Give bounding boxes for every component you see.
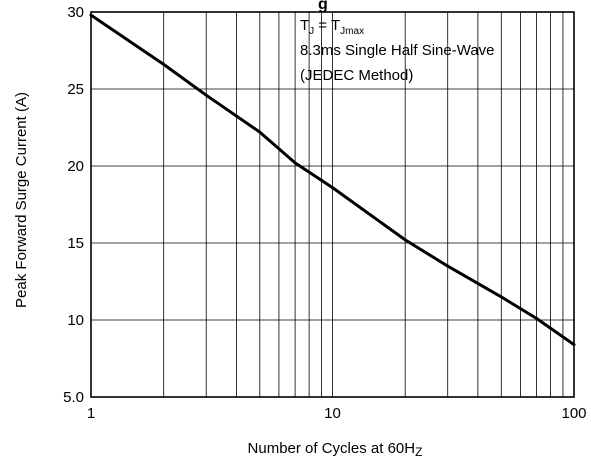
grid-lines [91,12,574,397]
y-tick-label: 30 [67,4,84,21]
chart-title-fragment: g [318,0,328,13]
y-tick-labels: 5.0 10 15 20 25 30 [63,4,84,406]
y-tick-label: 10 [67,312,84,329]
series-group [89,13,576,347]
y-tick-label: 25 [67,81,84,98]
y-tick-label: 20 [67,158,84,175]
conditions-annotation: TJ = TJmax 8.3ms Single Half Sine-Wave (… [300,17,495,84]
y-tick-label: 5.0 [63,389,84,406]
series-line [89,13,576,347]
annotation-line-3: (JEDEC Method) [300,67,413,84]
annotation-line-1: TJ = TJmax [300,17,364,37]
annotation-line-2: 8.3ms Single Half Sine-Wave [300,42,495,59]
y-tick-label: 15 [67,235,84,252]
x-tick-label: 100 [561,405,586,422]
x-tick-labels: 1 10 100 [87,405,587,422]
plot-frame [90,11,575,398]
x-tick-label: 10 [324,405,341,422]
y-axis-label: Peak Forward Surge Current (A) [13,92,30,308]
x-axis-label: Number of Cycles at 60HZ [248,440,423,459]
x-tick-label: 1 [87,405,95,422]
